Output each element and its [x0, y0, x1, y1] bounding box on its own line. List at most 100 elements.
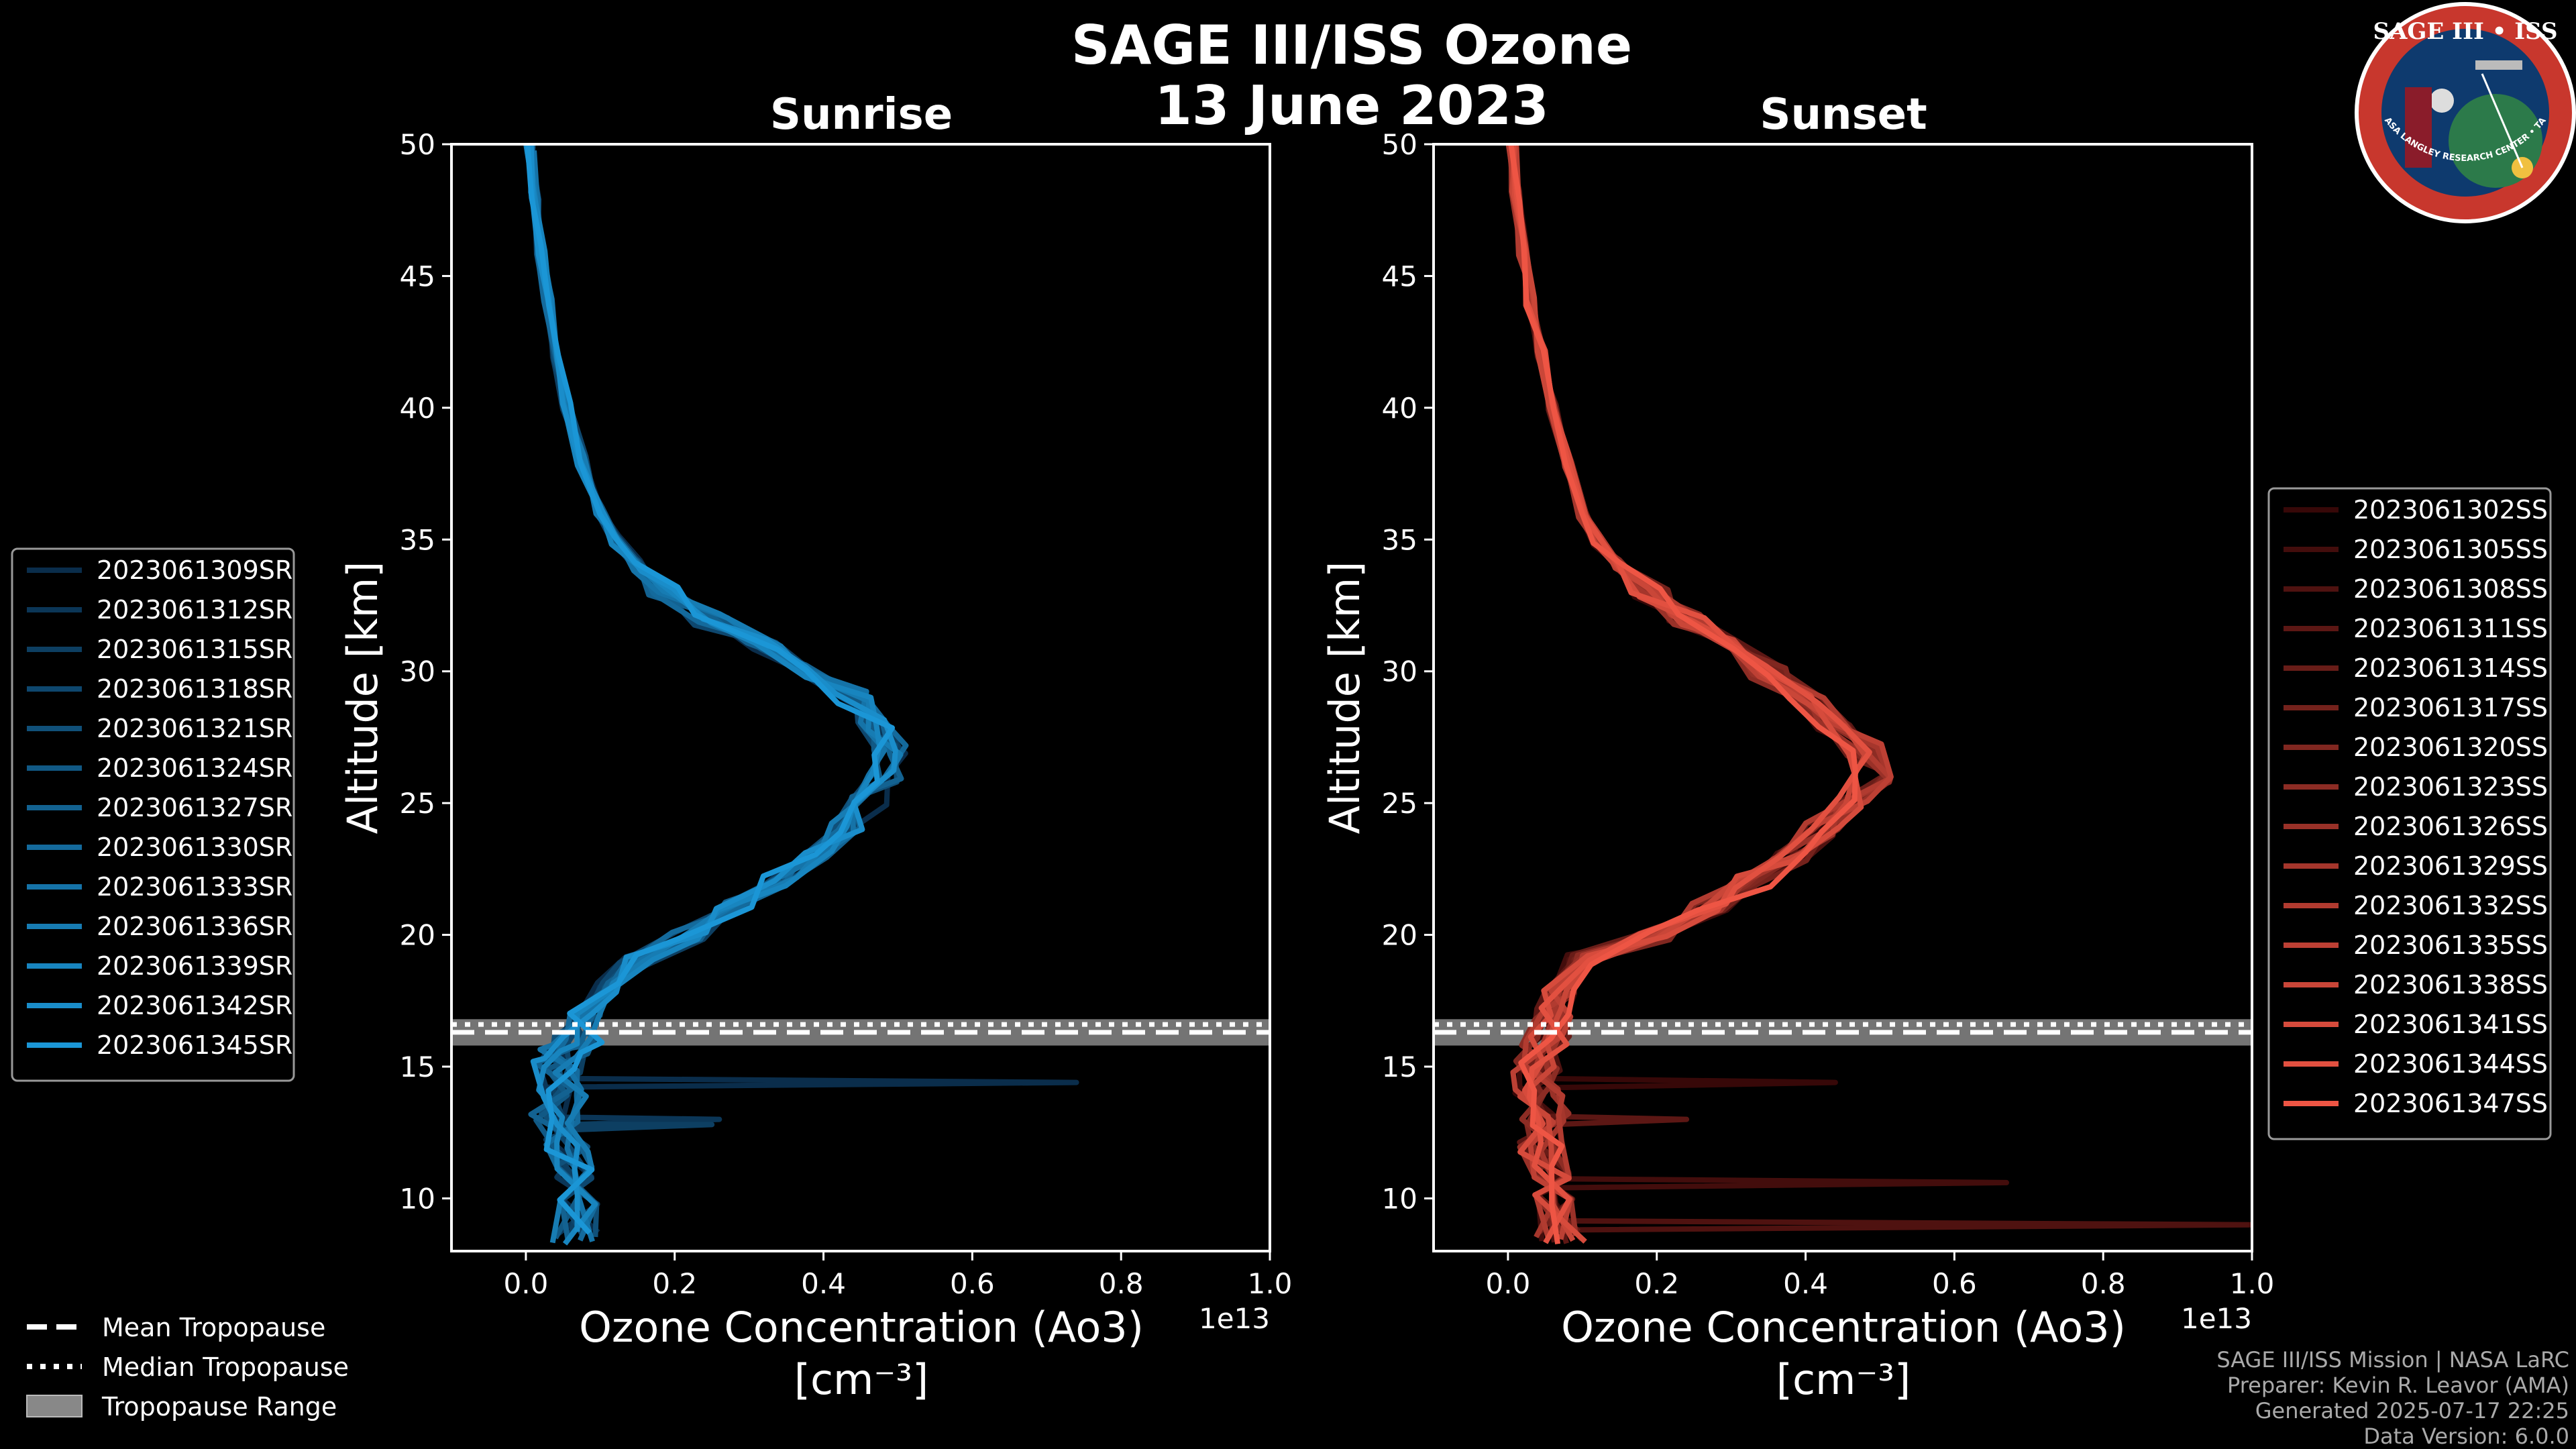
sunrise-legend-label: 2023061309SR [97, 555, 292, 585]
sunrise-legend-label: 2023061327SR [97, 793, 292, 822]
sunset-x-axis-label: Ozone Concentration (Ao3) [1561, 1303, 2126, 1352]
sunrise-x-multiplier: 1e13 [1199, 1302, 1270, 1335]
sunrise-y-tick-label: 45 [400, 260, 435, 292]
sunset-legend-label: 2023061326SS [2353, 812, 2548, 841]
sunrise-panel-title: Sunrise [770, 90, 953, 140]
sunrise-panel: Sunrise Altitude [km] Ozone Concentratio… [338, 90, 1292, 1404]
sunset-legend: 2023061302SS 2023061305SS 2023061308SS 2023… [2267, 487, 2552, 1140]
sunset-panel-title: Sunset [1760, 90, 1927, 140]
sunrise-legend-label: 2023061339SR [97, 951, 292, 981]
sunset-profile-2023061317SS [1510, 146, 1892, 1235]
sunrise-legend-label: 2023061330SR [97, 833, 292, 862]
sunset-profile-2023061302SS [1510, 147, 1889, 1242]
sunrise-x-tick-label: 1.0 [1248, 1267, 1293, 1300]
sunset-y-tick-label: 30 [1382, 655, 1417, 688]
sunset-x-tick-label: 0.4 [1783, 1267, 1828, 1300]
sunset-y-tick-label: 10 [1382, 1182, 1417, 1215]
sunset-y-axis-label: Altitude [km] [1320, 561, 1369, 835]
sunrise-y-tick-label: 35 [400, 523, 435, 556]
sunset-legend-label: 2023061314SS [2353, 653, 2548, 683]
sunrise-legend: 2023061309SR 2023061312SR 2023061315SR 2023… [11, 547, 295, 1082]
sunset-legend-label: 2023061311SS [2353, 614, 2548, 643]
sunset-legend-label: 2023061305SS [2353, 535, 2548, 564]
figure-subtitle-date: 13 June 2023 [1155, 74, 1549, 137]
sunrise-legend-label: 2023061324SR [97, 753, 292, 783]
sunset-legend-label: 2023061335SS [2353, 930, 2548, 960]
sunset-profile-2023061320SS [1511, 144, 1892, 1234]
sunset-x-tick-label: 0.6 [1932, 1267, 1977, 1300]
sunrise-x-tick-label: 0.2 [652, 1267, 697, 1300]
sunset-legend-label: 2023061344SS [2353, 1049, 2548, 1079]
sunset-y-tick-label: 15 [1382, 1051, 1417, 1083]
figure-title: SAGE III/ISS Ozone [1071, 14, 1632, 76]
median-tropopause-label: Median Tropopause [102, 1352, 349, 1382]
sunset-legend-label: 2023061338SS [2353, 970, 2548, 1000]
sunset-x-multiplier: 1e13 [2181, 1302, 2252, 1335]
sunset-x-tick-label: 0.8 [2081, 1267, 2126, 1300]
beam-icon [2481, 73, 2524, 168]
credit-mission: SAGE III/ISS Mission | NASA LaRC [2216, 1347, 2569, 1373]
sunset-legend-label: 2023061341SS [2353, 1010, 2548, 1039]
credit-generated: Generated 2025-07-17 22:25 [2255, 1398, 2569, 1424]
sunset-legend-label: 2023061347SS [2353, 1089, 2548, 1118]
sunrise-x-tick-label: 0.8 [1099, 1267, 1144, 1300]
sunrise-y-tick-label: 10 [400, 1182, 435, 1215]
sunset-profile-lines [1505, 144, 2252, 1244]
sunset-y-tick-label: 35 [1382, 523, 1417, 556]
sunset-profile-2023061332SS [1505, 144, 1894, 1239]
sunrise-x-tick-label: 0.0 [504, 1267, 549, 1300]
sunrise-y-tick-label: 50 [400, 128, 435, 161]
sunset-legend-label: 2023061332SS [2353, 891, 2548, 920]
sunset-legend-label: 2023061317SS [2353, 693, 2548, 722]
sunset-profile-2023061323SS [1509, 147, 1892, 1236]
credit-preparer: Preparer: Kevin R. Leavor (AMA) [2227, 1373, 2569, 1398]
tropopause-legend: Mean Tropopause Median Tropopause Tropop… [26, 1313, 349, 1421]
moon-icon [2430, 89, 2454, 113]
sunset-y-tick-label: 20 [1382, 919, 1417, 952]
sunrise-y-tick-label: 30 [400, 655, 435, 688]
sunrise-axes-frame [450, 143, 1271, 1252]
sunset-x-tick-label: 0.2 [1634, 1267, 1679, 1300]
sunset-legend-frame [2267, 487, 2552, 1140]
sunrise-legend-label: 2023061333SR [97, 872, 292, 902]
sunset-profile-2023061326SS [1508, 144, 1892, 1236]
tropopause-range-swatch [26, 1395, 83, 1417]
sunset-axes-frame [1432, 143, 2253, 1252]
sunset-legend-label: 2023061320SS [2353, 733, 2548, 762]
sunrise-legend-label: 2023061345SR [97, 1030, 292, 1060]
sunset-legend-label: 2023061323SS [2353, 772, 2548, 802]
logo-title: SAGE III • ISS [2373, 18, 2557, 45]
mean-tropopause-label: Mean Tropopause [102, 1313, 325, 1342]
sunset-y-tick-label: 40 [1382, 392, 1417, 425]
sunrise-y-axis-label: Altitude [km] [338, 561, 387, 835]
iss-station-icon [2475, 60, 2522, 70]
sunrise-x-axis-unit: [cm⁻³] [794, 1355, 928, 1404]
sunrise-y-tick-label: 20 [400, 919, 435, 952]
sunrise-x-tick-label: 0.6 [950, 1267, 995, 1300]
tropopause-range-label: Tropopause Range [101, 1392, 337, 1421]
sunset-x-tick-label: 1.0 [2230, 1267, 2275, 1300]
sunrise-legend-label: 2023061336SR [97, 912, 292, 941]
sunset-y-tick-label: 45 [1382, 260, 1417, 292]
sunrise-legend-label: 2023061312SR [97, 595, 292, 625]
sunset-y-tick-label: 25 [1382, 787, 1417, 820]
sunrise-legend-label: 2023061321SR [97, 714, 292, 743]
sunset-profile-2023061347SS [1508, 144, 1858, 1244]
sunset-profile-2023061314SS [1506, 144, 1891, 1234]
sunrise-x-tick-label: 0.4 [801, 1267, 846, 1300]
sunset-legend-label: 2023061302SS [2353, 495, 2548, 525]
sunrise-profile-2023061345SR [525, 144, 896, 1235]
sunrise-legend-label: 2023061342SR [97, 991, 292, 1020]
credits: SAGE III/ISS Mission | NASA LaRC Prepare… [2216, 1347, 2569, 1449]
sunrise-y-tick-label: 40 [400, 392, 435, 425]
sunrise-legend-label: 2023061315SR [97, 635, 292, 664]
figure-robe-icon [2405, 87, 2432, 168]
sunrise-legend-frame [11, 547, 295, 1082]
sunset-legend-label: 2023061308SS [2353, 574, 2548, 604]
sunrise-x-axis-label: Ozone Concentration (Ao3) [579, 1303, 1144, 1352]
sunset-legend-label: 2023061329SS [2353, 851, 2548, 881]
sunrise-y-tick-label: 15 [400, 1051, 435, 1083]
sunrise-profile-2023061309SR [527, 145, 1079, 1235]
sunrise-profile-lines [523, 144, 1079, 1246]
